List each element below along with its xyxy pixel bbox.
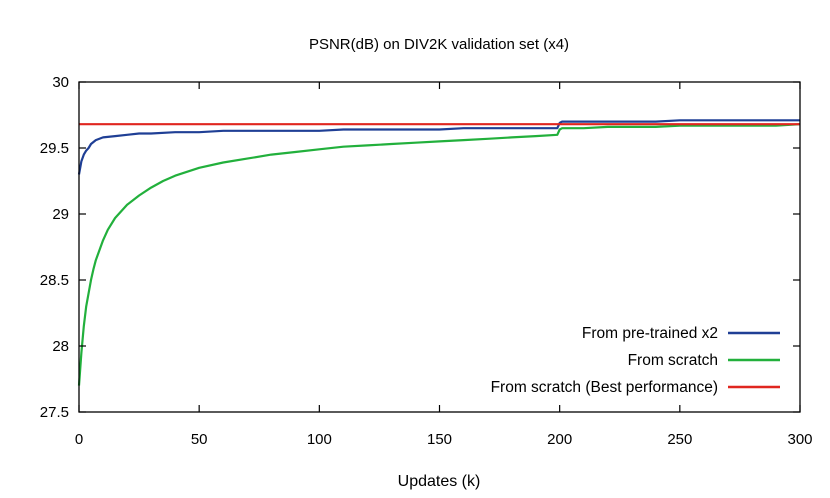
- x-tick-label-0: 0: [75, 431, 83, 448]
- series-line-1: [77, 123, 801, 386]
- y-tick-label-4: 29.5: [40, 140, 69, 157]
- x-tick-label-6: 300: [787, 431, 812, 448]
- y-tick-label-5: 30: [52, 74, 69, 91]
- legend-label-best: From scratch (Best performance): [491, 379, 718, 396]
- legend-label-scratch: From scratch: [628, 352, 718, 369]
- x-tick-label-3: 150: [427, 431, 452, 448]
- x-tick-label-1: 50: [191, 431, 208, 448]
- legend-label-pretrained: From pre-trained x2: [582, 325, 718, 342]
- y-tick-label-0: 27.5: [40, 404, 69, 421]
- x-tick-label-4: 200: [547, 431, 572, 448]
- series-line-0: [77, 119, 800, 175]
- chart-title: PSNR(dB) on DIV2K validation set (x4): [309, 36, 569, 53]
- y-tick-label-2: 28.5: [40, 272, 69, 289]
- y-tick-label-1: 28: [52, 338, 69, 355]
- x-tick-label-2: 100: [307, 431, 332, 448]
- y-tick-label-3: 29: [52, 206, 69, 223]
- x-tick-label-5: 250: [667, 431, 692, 448]
- x-axis-title: Updates (k): [398, 473, 481, 490]
- ticks-layer: 0 50 100 150 200 250 300 27.5 28 28.5 29 29.5 30: [40, 74, 813, 448]
- series-layer: [77, 119, 801, 386]
- legend: From pre-trained x2 From scratch From sc…: [491, 325, 780, 396]
